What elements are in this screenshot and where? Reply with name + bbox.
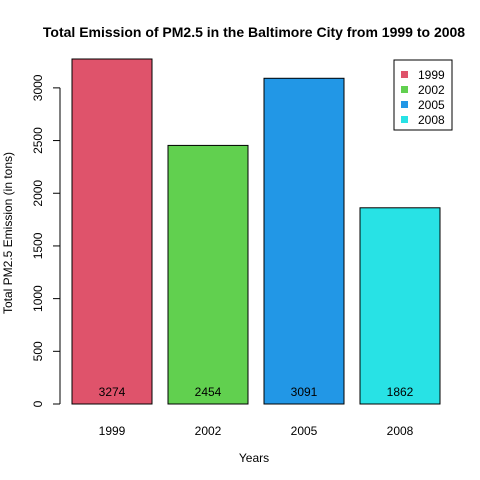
bar-2005 [264, 78, 344, 404]
y-axis: 0 500 1000 1500 2000 2500 3000 [31, 74, 60, 407]
x-tick-label-2008: 2008 [387, 424, 414, 438]
x-tick-label-1999: 1999 [99, 424, 126, 438]
data-label-1999: 3274 [99, 385, 126, 399]
legend-label-2008: 2008 [418, 113, 445, 127]
chart-title: Total Emission of PM2.5 in the Baltimore… [43, 24, 465, 40]
y-tick-label-1500: 1500 [31, 232, 45, 259]
data-label-2008: 1862 [387, 385, 414, 399]
bar-2008 [360, 208, 440, 404]
y-tick-label-2500: 2500 [31, 127, 45, 154]
x-tick-label-2005: 2005 [291, 424, 318, 438]
legend-swatch-2008 [401, 116, 408, 123]
legend-swatch-2005 [401, 101, 408, 108]
y-tick-label-1000: 1000 [31, 285, 45, 312]
legend-label-1999: 1999 [418, 68, 445, 82]
legend-label-2005: 2005 [418, 98, 445, 112]
y-tick-label-0: 0 [31, 400, 45, 407]
y-axis-label: Total PM2.5 Emission (in tons) [1, 152, 15, 314]
x-tick-label-2002: 2002 [195, 424, 222, 438]
y-tick-label-2000: 2000 [31, 180, 45, 207]
y-tick-label-3000: 3000 [31, 74, 45, 101]
legend-swatch-1999 [401, 71, 408, 78]
x-axis-label: Years [239, 451, 269, 465]
legend-label-2002: 2002 [418, 83, 445, 97]
data-label-2002: 2454 [195, 385, 222, 399]
bar-1999 [72, 59, 152, 404]
y-tick-label-500: 500 [31, 341, 45, 361]
bar-2002 [168, 145, 248, 404]
data-label-2005: 3091 [291, 385, 318, 399]
bars-layer: 3274 2454 3091 1862 [72, 59, 440, 404]
x-axis: 1999 2002 2005 2008 [99, 424, 414, 438]
legend-swatch-2002 [401, 86, 408, 93]
